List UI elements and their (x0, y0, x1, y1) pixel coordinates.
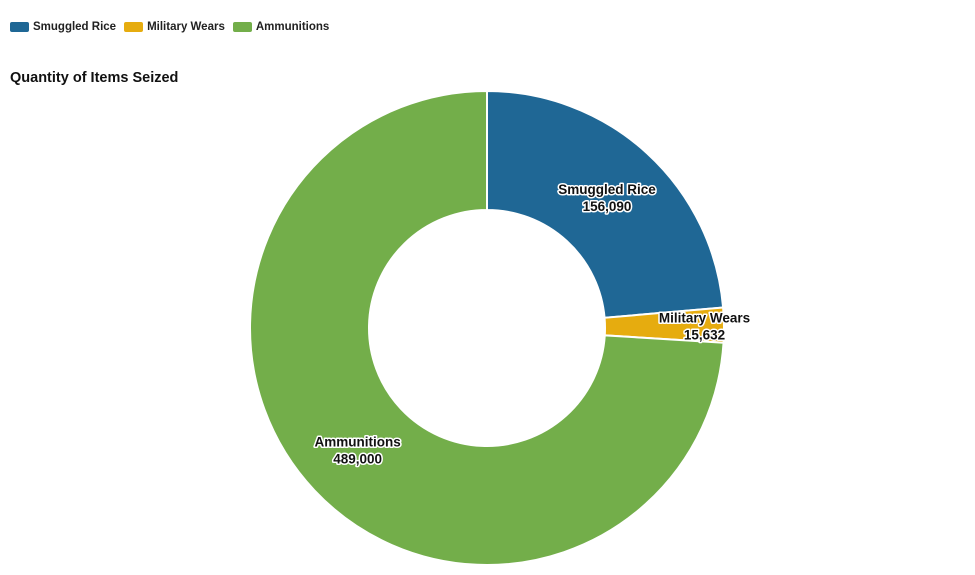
donut-labels: Smuggled Rice 156,090 Military Wears 15,632… (313, 181, 752, 468)
legend-swatch-ammunitions (232, 22, 252, 32)
slice-smuggled-rice[interactable] (486, 89, 725, 319)
chart-legend: Smuggled Rice Military Wears Ammunitions (10, 21, 329, 33)
legend-swatch-military-wears (124, 22, 144, 32)
chart-title: Quantity of Items Seized (10, 70, 179, 86)
slice-value-military-wears: 15,632 (684, 327, 725, 342)
legend-label-military-wears: Military Wears (147, 21, 225, 33)
slice-label-military-wears: Military Wears (659, 310, 750, 325)
slice-ammunitions[interactable] (249, 89, 725, 566)
legend-label-smuggled-rice: Smuggled Rice (33, 21, 117, 33)
legend-item-smuggled-rice[interactable]: Smuggled Rice (10, 21, 116, 33)
donut-slices (249, 89, 725, 566)
slice-value-smuggled-rice: 156,090 (583, 199, 632, 214)
legend-item-military-wears[interactable]: Military Wears (124, 21, 225, 33)
legend-label-ammunitions: Ammunitions (255, 21, 330, 33)
legend-swatch-smuggled-rice (10, 22, 29, 32)
slice-label-smuggled-rice: Smuggled Rice (558, 182, 656, 197)
slice-value-ammunitions: 489,000 (333, 452, 382, 467)
slice-label-ammunitions: Ammunitions (315, 435, 401, 450)
legend-item-ammunitions[interactable]: Ammunitions (232, 21, 330, 33)
